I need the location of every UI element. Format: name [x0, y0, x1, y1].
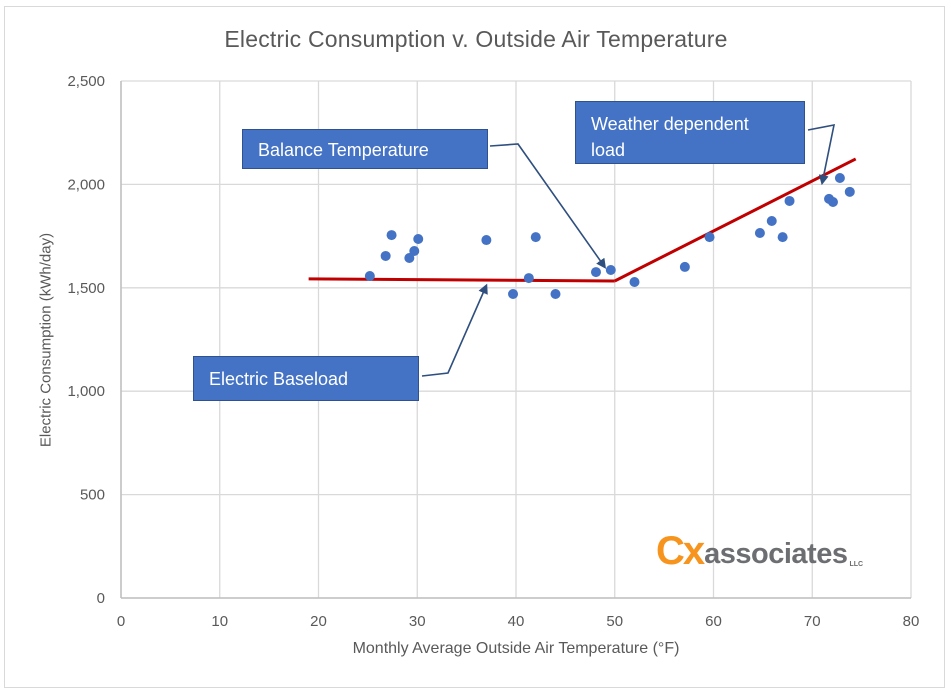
callout-text-line1: Weather dependent: [591, 114, 749, 134]
data-point: [530, 232, 541, 243]
callout-text: Balance Temperature: [258, 140, 429, 160]
callout-text-line2: load: [591, 140, 626, 160]
data-point: [590, 267, 601, 278]
x-tick-label: 50: [606, 613, 623, 630]
data-point: [784, 195, 795, 206]
y-tick-label: 1,500: [67, 280, 105, 297]
x-axis-label: Monthly Average Outside Air Temperature …: [352, 640, 680, 657]
data-point: [380, 250, 391, 261]
arrow-electric-baseload: [421, 283, 488, 377]
callout-arrows: [421, 123, 836, 377]
x-tick-label: 60: [705, 613, 722, 630]
y-tick-label: 2,000: [67, 176, 105, 193]
y-tick-label: 500: [80, 487, 105, 504]
data-point: [629, 277, 640, 288]
data-point: [523, 273, 534, 284]
x-tick-label: 70: [804, 613, 821, 630]
logo-associates: associates: [704, 538, 848, 570]
cx-associates-logo: Cx associates LLC: [656, 527, 863, 571]
x-tick-label: 80: [903, 613, 920, 630]
data-point: [550, 289, 561, 300]
data-point: [386, 230, 397, 241]
data-point: [508, 289, 519, 300]
x-tick-labels: 0 10 20 30 40 50 60 70 80: [117, 613, 920, 630]
data-point: [364, 271, 375, 282]
x-tick-label: 20: [310, 613, 327, 630]
logo-llc: LLC: [849, 561, 864, 568]
y-tick-label: 1,000: [67, 383, 105, 400]
data-points: [364, 172, 855, 300]
callout-balance-temperature: Balance Temperature: [242, 129, 488, 169]
callout-weather-dependent-load: Weather dependent load: [575, 101, 805, 164]
data-point: [827, 196, 838, 207]
x-tick-label: 30: [409, 613, 426, 630]
fit-lines: [308, 157, 857, 283]
y-tick-label: 2,500: [67, 73, 105, 90]
logo-cx: Cx: [656, 529, 705, 573]
y-tick-label: 0: [97, 590, 105, 607]
data-point: [413, 233, 424, 244]
data-point: [766, 216, 777, 227]
data-point: [777, 232, 788, 243]
data-point: [754, 227, 765, 238]
x-tick-label: 0: [117, 613, 125, 630]
arrow-weather-dependent-load: [807, 123, 836, 186]
data-point: [679, 261, 690, 272]
fit-line: [614, 157, 857, 283]
x-tick-label: 10: [211, 613, 228, 630]
callout-text: Electric Baseload: [209, 369, 349, 389]
data-point: [834, 172, 845, 183]
callout-electric-baseload: Electric Baseload: [193, 356, 419, 401]
data-point: [404, 253, 415, 264]
data-point: [605, 265, 616, 276]
chart-title: Electric Consumption v. Outside Air Temp…: [224, 26, 728, 52]
x-tick-label: 40: [508, 613, 525, 630]
data-point: [704, 232, 715, 243]
data-point: [409, 245, 420, 256]
y-tick-labels: 0 500 1,000 1,500 2,000 2,500: [67, 73, 105, 607]
data-point: [481, 235, 492, 246]
data-point: [844, 186, 855, 197]
arrow-balance-temperature: [489, 143, 607, 269]
fit-line: [308, 277, 615, 283]
